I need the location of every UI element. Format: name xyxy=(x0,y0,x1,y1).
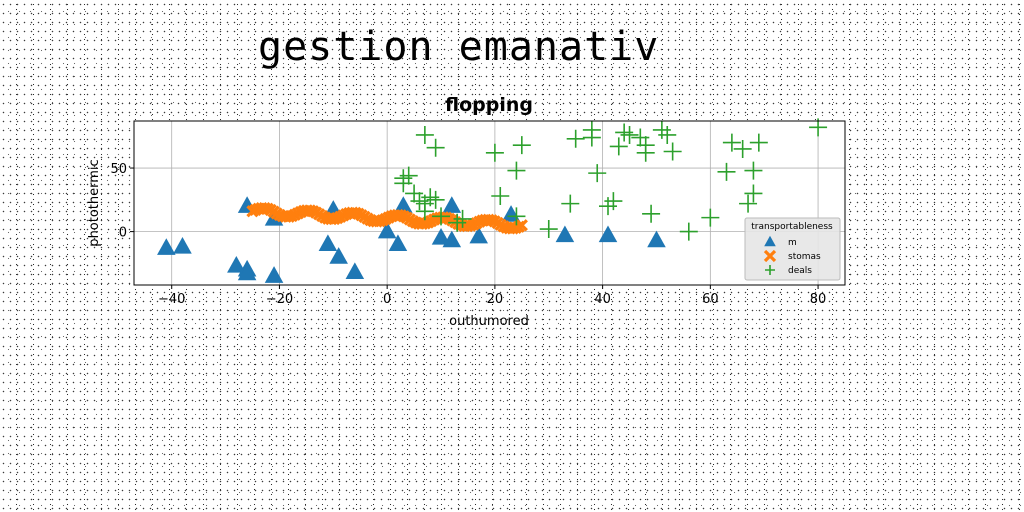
data-point xyxy=(415,202,434,221)
data-point xyxy=(663,142,682,161)
x-tick-label: 20 xyxy=(487,292,504,307)
series-deals xyxy=(394,118,828,241)
legend-label: deals xyxy=(788,266,812,276)
data-point xyxy=(658,125,677,144)
data-point xyxy=(604,192,623,211)
data-point xyxy=(237,263,257,281)
data-point xyxy=(264,266,284,283)
series-stomas xyxy=(246,201,528,235)
x-tick-label: 40 xyxy=(594,292,611,307)
data-point xyxy=(329,247,348,264)
data-point xyxy=(394,196,413,213)
data-point xyxy=(491,187,510,206)
data-point xyxy=(733,139,752,158)
data-point xyxy=(485,143,504,162)
data-point xyxy=(647,230,666,248)
y-tick-label: 50 xyxy=(110,162,127,177)
page-title: gestion emanativ xyxy=(258,24,660,70)
data-point xyxy=(469,226,489,244)
y-tick-label: 0 xyxy=(119,226,127,241)
data-point xyxy=(609,137,628,156)
x-tick-label: 80 xyxy=(810,292,827,307)
series-layer xyxy=(157,118,828,283)
data-point xyxy=(739,194,758,213)
data-point xyxy=(679,222,698,241)
data-point xyxy=(173,236,192,254)
data-point xyxy=(394,174,413,193)
data-point xyxy=(453,209,472,228)
data-point xyxy=(561,194,580,213)
plot-frame xyxy=(133,120,846,286)
axis-ticks: −40 −20 0 20 40 60 80 0 50 xyxy=(110,162,826,307)
data-point xyxy=(507,161,526,180)
data-point xyxy=(415,125,434,144)
data-point xyxy=(588,164,607,183)
plot-area xyxy=(134,121,845,285)
data-point xyxy=(701,208,720,227)
data-point xyxy=(515,219,528,232)
x-tick-label: −40 xyxy=(158,292,185,307)
x-tick-label: −20 xyxy=(266,292,293,307)
chart-title: flopping xyxy=(445,94,533,116)
data-point xyxy=(722,133,741,152)
data-point xyxy=(744,161,763,180)
x-axis-label: outhumored xyxy=(449,314,529,329)
legend-box xyxy=(744,217,841,281)
legend-marker-deals xyxy=(765,265,775,275)
data-point xyxy=(744,184,763,203)
data-point xyxy=(636,136,655,155)
data-point xyxy=(749,133,768,152)
legend-label: m xyxy=(788,238,797,248)
data-point xyxy=(377,221,397,239)
data-point xyxy=(442,230,462,248)
data-point xyxy=(388,234,408,252)
data-point xyxy=(620,125,639,144)
data-point xyxy=(507,207,526,226)
data-point xyxy=(512,136,531,155)
data-point xyxy=(539,220,558,239)
data-point xyxy=(717,162,736,181)
x-tick-label: 0 xyxy=(383,292,391,307)
data-point xyxy=(442,196,462,213)
data-point xyxy=(431,228,451,245)
legend-label: stomas xyxy=(788,252,821,262)
legend-marker-m xyxy=(764,235,776,247)
legend-title: transportableness xyxy=(751,222,833,232)
legend: transportableness m stomas deals xyxy=(744,217,841,281)
x-tick-label: 60 xyxy=(702,292,719,307)
data-point xyxy=(318,234,338,252)
data-point xyxy=(345,262,365,280)
data-point xyxy=(566,129,585,148)
data-point xyxy=(642,204,661,223)
data-point xyxy=(555,225,575,243)
data-point xyxy=(157,238,176,255)
data-point xyxy=(426,138,445,157)
data-point xyxy=(598,225,618,243)
data-point xyxy=(582,128,601,147)
data-point xyxy=(432,207,451,226)
y-axis-label: photothermic xyxy=(87,159,102,246)
legend-marker-stomas xyxy=(763,249,777,263)
data-point xyxy=(426,190,445,209)
data-point xyxy=(227,256,246,273)
